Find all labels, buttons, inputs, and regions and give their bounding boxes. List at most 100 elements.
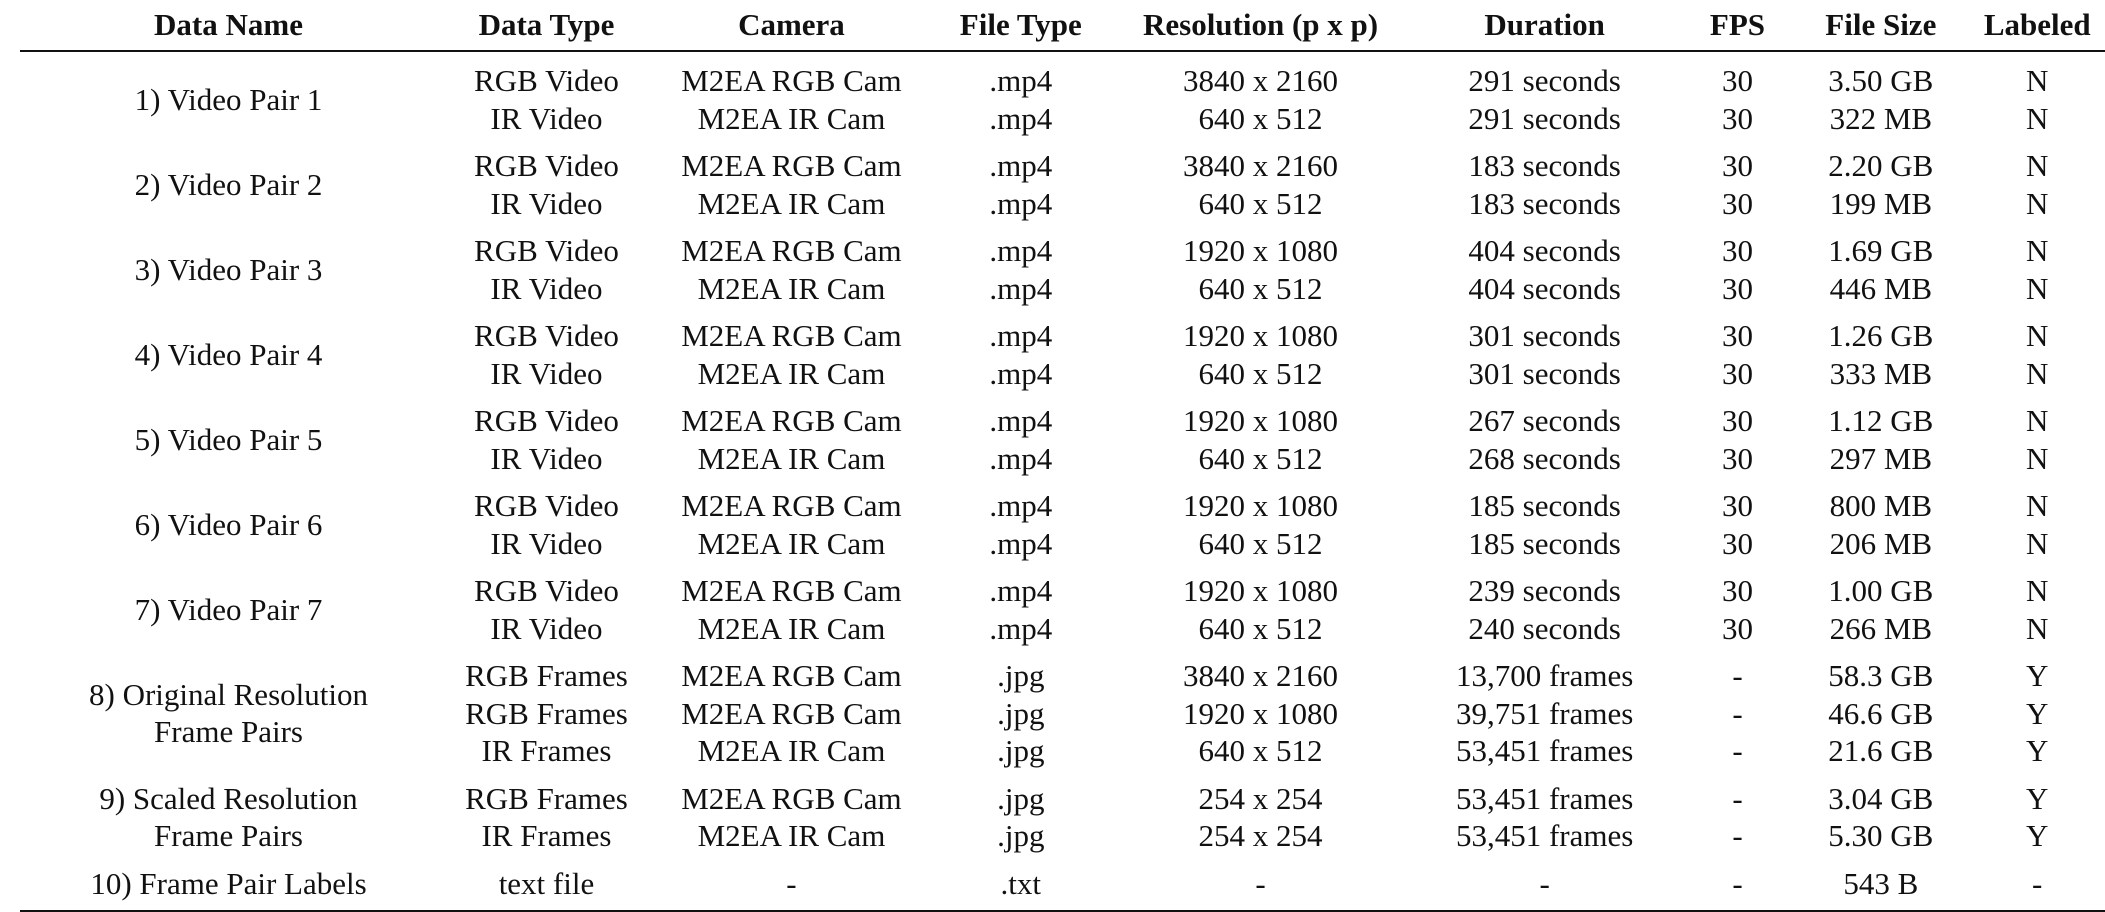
labeled-cell: N [2026, 318, 2049, 353]
file-type-cell: .mp4 [989, 403, 1053, 438]
resolution-cell: 640 x 512 [1198, 355, 1323, 391]
data-type-cell: RGB Video [474, 233, 619, 268]
labeled-cell: N [2026, 610, 2049, 646]
fps-cell: - [1682, 854, 1793, 912]
table-row: IR Video M2EA IR Cam .mp4 640 x 512 185 seco… [20, 525, 2105, 563]
camera-cell: M2EA RGB Cam [681, 695, 902, 731]
data-name-cell: 1) Video Pair 1 [20, 51, 437, 137]
resolution-cell: 1920 x 1080 [1183, 573, 1339, 608]
fps-cell: 30 [1721, 185, 1753, 221]
duration-cell: - [1406, 854, 1683, 912]
data-name-line: 7) Video Pair 7 [134, 591, 323, 627]
data-type-cell: IR Video [490, 270, 603, 306]
resolution-cell: 1920 x 1080 [1183, 233, 1339, 268]
resolution-cell: 3840 x 2160 [1183, 658, 1339, 693]
file-type-cell: .mp4 [989, 270, 1053, 306]
camera-cell: M2EA RGB Cam [681, 658, 902, 693]
data-type-cell: RGB Video [474, 573, 619, 608]
table-row: 8) Original Resolution Frame Pairs RGB Fra… [20, 647, 2105, 749]
data-name-cell: 3) Video Pair 3 [20, 222, 437, 307]
fps-cell: 30 [1721, 488, 1753, 523]
data-type-cell: RGB Frames [465, 695, 628, 731]
file-type-cell: .mp4 [989, 148, 1053, 183]
fps-cell: 30 [1721, 100, 1753, 136]
file-type-cell: .mp4 [989, 318, 1053, 353]
file-size-cell: 1.12 GB [1828, 403, 1934, 438]
resolution-cell: 640 x 512 [1198, 100, 1323, 136]
file-type-cell: .mp4 [989, 610, 1053, 646]
labeled-cell: N [2026, 233, 2049, 268]
camera-cell: M2EA IR Cam [697, 185, 886, 221]
data-name-line: 4) Video Pair 4 [134, 336, 323, 372]
labeled-cell: N [2026, 355, 2049, 391]
labeled-cell: N [2026, 525, 2049, 561]
labeled-cell: N [2026, 63, 2049, 98]
table-body: 1) Video Pair 1 RGB Video M2EA RGB Cam .mp4… [20, 51, 2105, 912]
camera-cell: M2EA IR Cam [697, 440, 886, 476]
table-row: 6) Video Pair 6 RGB Video M2EA RGB Cam .mp4… [20, 477, 2105, 542]
duration-cell: 291 seconds [1468, 100, 1621, 136]
table-row: RGB Frames M2EA RGB Cam .jpg 1920 x 1080 39,… [20, 695, 2105, 733]
resolution-cell: 1920 x 1080 [1183, 695, 1339, 731]
data-type-cell: RGB Video [474, 63, 619, 98]
table-row: 5) Video Pair 5 RGB Video M2EA RGB Cam .mp4… [20, 392, 2105, 457]
table-header: Data Name Data Type Camera File Type Resolut… [20, 0, 2105, 52]
file-type-cell: .mp4 [989, 355, 1053, 391]
fps-cell: 30 [1721, 573, 1753, 608]
file-size-cell: 5.30 GB [1828, 818, 1934, 853]
table-row: IR Video M2EA IR Cam .mp4 640 x 512 240 seco… [20, 610, 2105, 648]
camera-cell: M2EA RGB Cam [681, 233, 902, 268]
camera-cell: M2EA RGB Cam [681, 63, 902, 98]
labeled-cell: - [1969, 854, 2105, 912]
resolution-cell: 254 x 254 [1198, 780, 1323, 816]
file-size-cell: 1.26 GB [1828, 318, 1934, 353]
file-type-cell: .txt [926, 854, 1115, 912]
duration-cell: 185 seconds [1468, 488, 1621, 523]
camera-cell: M2EA RGB Cam [681, 780, 902, 816]
duration-cell: 268 seconds [1468, 440, 1621, 476]
file-size-cell: 322 MB [1829, 100, 1933, 136]
camera-cell: M2EA RGB Cam [681, 488, 902, 523]
duration-cell: 291 seconds [1468, 63, 1621, 98]
file-size-cell: 206 MB [1829, 525, 1933, 561]
resolution-cell: - [1114, 854, 1407, 912]
data-type-cell: IR Video [490, 610, 603, 646]
file-type-cell: .mp4 [989, 233, 1053, 268]
table-row: 1) Video Pair 1 RGB Video M2EA RGB Cam .mp4… [20, 51, 2105, 117]
fps-cell: 30 [1721, 148, 1753, 183]
data-type-cell: IR Frames [481, 818, 612, 853]
file-type-cell: .mp4 [989, 100, 1053, 136]
data-type-cell: IR Video [490, 525, 603, 561]
camera-cell: M2EA IR Cam [697, 610, 886, 646]
file-size-cell: 266 MB [1829, 610, 1933, 646]
file-size-cell: 297 MB [1829, 440, 1933, 476]
file-type-cell: .jpg [997, 658, 1045, 693]
camera-cell: M2EA IR Cam [697, 733, 886, 768]
fps-cell: - [1732, 733, 1743, 768]
file-size-cell: 2.20 GB [1828, 148, 1934, 183]
file-size-cell: 3.50 GB [1828, 63, 1934, 98]
data-type-cell: RGB Video [474, 148, 619, 183]
fps-cell: 30 [1721, 270, 1753, 306]
labeled-cell: Y [2026, 818, 2049, 853]
fps-cell: 30 [1721, 355, 1753, 391]
file-type-cell: .mp4 [989, 440, 1053, 476]
camera-cell: M2EA RGB Cam [681, 573, 902, 608]
data-type-cell: RGB Frames [465, 780, 628, 816]
labeled-cell: N [2026, 488, 2049, 523]
camera-cell: M2EA RGB Cam [681, 318, 902, 353]
data-name-cell: 4) Video Pair 4 [20, 307, 437, 392]
data-name-line: 3) Video Pair 3 [134, 251, 323, 287]
file-size-cell: 58.3 GB [1828, 658, 1934, 693]
duration-cell: 404 seconds [1468, 270, 1621, 306]
labeled-cell: N [2026, 573, 2049, 608]
labeled-cell: Y [2026, 695, 2049, 731]
labeled-cell: N [2026, 403, 2049, 438]
file-type-cell: .jpg [997, 818, 1045, 853]
fps-header: FPS [1682, 0, 1793, 52]
data-name-cell: 8) Original Resolution Frame Pairs [20, 647, 437, 770]
file-size-cell: 21.6 GB [1828, 733, 1934, 768]
labeled-cell: Y [2026, 780, 2049, 816]
data-name-cell: 5) Video Pair 5 [20, 392, 437, 477]
